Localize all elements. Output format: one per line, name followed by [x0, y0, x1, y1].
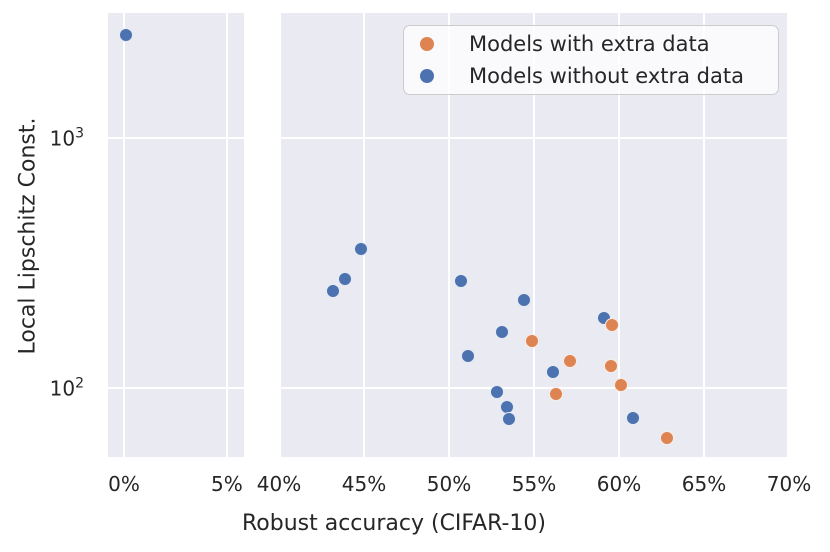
x-axis-label: Robust accuracy (CIFAR-10)	[241, 511, 547, 536]
x-tick-label: 5%	[211, 472, 243, 496]
x-gridline	[618, 13, 620, 457]
axis-panel-left	[108, 13, 244, 457]
x-gridline	[787, 13, 789, 457]
x-gridline	[363, 13, 365, 457]
data-point	[353, 242, 368, 257]
data-point	[603, 359, 618, 374]
data-point	[562, 354, 577, 369]
x-tick-label: 50%	[426, 472, 472, 496]
data-point	[501, 412, 516, 427]
y-gridline	[108, 136, 244, 139]
x-tick-label: 70%	[766, 472, 812, 496]
x-gridline	[703, 13, 705, 457]
data-point	[516, 293, 531, 308]
data-point	[494, 325, 509, 340]
data-point	[119, 28, 134, 43]
data-point	[453, 274, 468, 289]
legend-item-with-extra-data: Models with extra data	[404, 28, 778, 60]
x-tick-label: 55%	[511, 472, 557, 496]
legend-item-without-extra-data: Models without extra data	[404, 60, 778, 92]
data-point	[460, 349, 475, 364]
legend: Models with extra data Models without ex…	[403, 25, 779, 95]
data-point	[525, 334, 540, 349]
x-gridline	[533, 13, 535, 457]
legend-label: Models with extra data	[469, 32, 710, 56]
x-tick-label: 60%	[596, 472, 642, 496]
data-point	[338, 272, 353, 287]
data-point	[625, 410, 640, 425]
x-tick-label: 45%	[341, 472, 387, 496]
y-tick-label: 102	[49, 375, 84, 401]
x-tick-label: 65%	[681, 472, 727, 496]
data-point	[326, 284, 341, 299]
x-gridline	[448, 13, 450, 457]
legend-marker-orange-icon	[420, 37, 434, 51]
data-point	[489, 385, 504, 400]
legend-marker-blue-icon	[420, 69, 434, 83]
x-tick-label: 40%	[256, 472, 302, 496]
y-tick-label: 103	[49, 125, 84, 151]
data-point	[659, 431, 674, 446]
x-gridline	[123, 13, 126, 457]
legend-label: Models without extra data	[469, 64, 744, 88]
data-point	[549, 386, 564, 401]
y-axis-label: Local Lipschitz Const.	[15, 117, 41, 355]
x-tick-label: 0%	[108, 472, 140, 496]
data-point	[613, 377, 628, 392]
y-gridline	[108, 386, 244, 389]
x-gridline	[279, 13, 281, 457]
data-point	[545, 364, 560, 379]
data-point	[605, 318, 620, 333]
x-gridline	[225, 13, 228, 457]
